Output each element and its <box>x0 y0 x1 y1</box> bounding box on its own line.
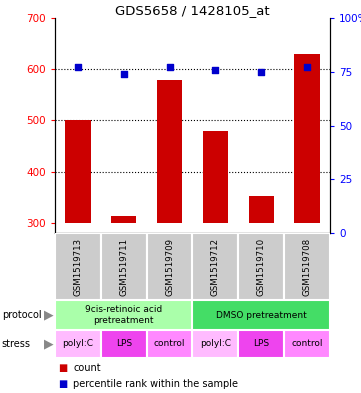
Bar <box>101 330 147 358</box>
Text: polyI:C: polyI:C <box>200 340 231 349</box>
Title: GDS5658 / 1428105_at: GDS5658 / 1428105_at <box>115 4 270 17</box>
Point <box>167 64 173 71</box>
Bar <box>192 330 238 358</box>
Point <box>304 64 310 71</box>
Bar <box>55 300 192 330</box>
Bar <box>238 233 284 300</box>
Text: DMSO pretreatment: DMSO pretreatment <box>216 310 306 320</box>
Bar <box>295 54 320 223</box>
Point <box>258 69 264 75</box>
Text: ■: ■ <box>58 378 68 389</box>
Text: stress: stress <box>2 339 31 349</box>
Text: GSM1519709: GSM1519709 <box>165 237 174 296</box>
Bar <box>238 330 284 358</box>
Text: percentile rank within the sample: percentile rank within the sample <box>73 378 238 389</box>
Text: protocol: protocol <box>2 310 42 320</box>
Text: LPS: LPS <box>116 340 132 349</box>
Bar <box>55 233 101 300</box>
Text: GSM1519713: GSM1519713 <box>73 237 82 296</box>
Bar <box>147 330 192 358</box>
Bar <box>192 300 330 330</box>
Bar <box>111 216 136 223</box>
Bar <box>157 81 182 223</box>
Text: ▶: ▶ <box>44 309 53 321</box>
Text: GSM1519712: GSM1519712 <box>211 237 220 296</box>
Bar <box>249 196 274 223</box>
Text: control: control <box>154 340 185 349</box>
Bar <box>101 233 147 300</box>
Bar <box>203 130 228 223</box>
Text: ▶: ▶ <box>44 338 53 351</box>
Text: GSM1519710: GSM1519710 <box>257 237 266 296</box>
Text: GSM1519711: GSM1519711 <box>119 237 128 296</box>
Text: control: control <box>291 340 323 349</box>
Bar <box>65 120 91 223</box>
Bar <box>284 233 330 300</box>
Text: count: count <box>73 363 101 373</box>
Text: polyI:C: polyI:C <box>62 340 93 349</box>
Text: ■: ■ <box>58 363 68 373</box>
Text: GSM1519708: GSM1519708 <box>303 237 312 296</box>
Text: LPS: LPS <box>253 340 269 349</box>
Bar <box>147 233 192 300</box>
Point <box>121 71 127 77</box>
Point <box>213 66 218 73</box>
Text: 9cis-retinoic acid
pretreatment: 9cis-retinoic acid pretreatment <box>85 305 162 325</box>
Bar <box>284 330 330 358</box>
Bar <box>192 233 238 300</box>
Point <box>75 64 81 71</box>
Bar <box>55 330 101 358</box>
